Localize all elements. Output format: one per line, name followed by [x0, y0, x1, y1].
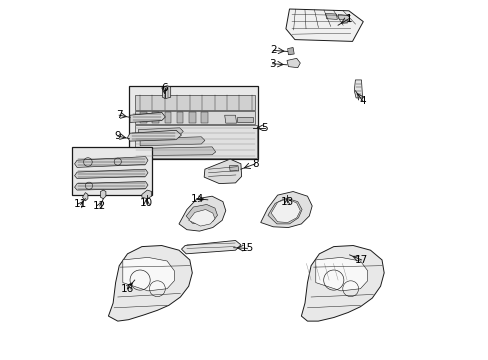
Polygon shape — [108, 246, 192, 321]
Polygon shape — [142, 190, 151, 199]
Text: 7: 7 — [116, 110, 122, 120]
Polygon shape — [140, 137, 204, 146]
Text: 12: 12 — [93, 201, 106, 211]
Polygon shape — [82, 193, 88, 201]
Text: 17: 17 — [354, 255, 367, 265]
Text: 4: 4 — [359, 96, 365, 106]
Text: 5: 5 — [261, 123, 267, 133]
Polygon shape — [181, 240, 241, 254]
Polygon shape — [286, 58, 300, 68]
Polygon shape — [152, 112, 159, 123]
Text: 10: 10 — [140, 198, 153, 208]
Polygon shape — [138, 128, 183, 137]
Polygon shape — [201, 112, 207, 123]
Text: 15: 15 — [240, 243, 253, 253]
Polygon shape — [75, 157, 148, 167]
Text: 2: 2 — [269, 45, 276, 55]
Polygon shape — [142, 147, 215, 156]
Polygon shape — [162, 86, 170, 99]
Polygon shape — [267, 198, 302, 224]
Polygon shape — [287, 48, 294, 55]
Polygon shape — [127, 130, 181, 141]
Text: 9: 9 — [114, 131, 121, 141]
Polygon shape — [122, 257, 174, 291]
Bar — [72, 147, 151, 195]
Polygon shape — [75, 181, 148, 190]
Polygon shape — [177, 112, 183, 123]
Text: 11: 11 — [74, 199, 87, 210]
Text: 14: 14 — [190, 194, 203, 204]
Polygon shape — [315, 257, 367, 291]
Polygon shape — [270, 199, 300, 222]
Text: 16: 16 — [121, 284, 134, 294]
Polygon shape — [285, 9, 363, 41]
Polygon shape — [229, 166, 238, 171]
Polygon shape — [134, 125, 257, 158]
Polygon shape — [189, 112, 195, 123]
Polygon shape — [164, 112, 171, 123]
Polygon shape — [186, 204, 217, 224]
Polygon shape — [179, 196, 225, 231]
Polygon shape — [130, 112, 165, 122]
Text: 8: 8 — [251, 159, 258, 169]
Polygon shape — [134, 95, 255, 110]
Polygon shape — [134, 111, 255, 124]
Text: 6: 6 — [161, 83, 167, 93]
Text: 3: 3 — [269, 59, 275, 69]
Polygon shape — [354, 80, 362, 98]
Bar — [128, 86, 258, 159]
Polygon shape — [140, 112, 146, 123]
Text: 1: 1 — [345, 14, 351, 24]
Polygon shape — [224, 115, 236, 123]
Polygon shape — [188, 210, 215, 226]
Text: 13: 13 — [280, 197, 293, 207]
Polygon shape — [101, 190, 106, 199]
Polygon shape — [260, 192, 311, 228]
Polygon shape — [237, 117, 253, 122]
Polygon shape — [301, 246, 384, 321]
Polygon shape — [75, 169, 148, 179]
Polygon shape — [337, 14, 349, 21]
Polygon shape — [204, 159, 241, 184]
Polygon shape — [325, 13, 337, 19]
